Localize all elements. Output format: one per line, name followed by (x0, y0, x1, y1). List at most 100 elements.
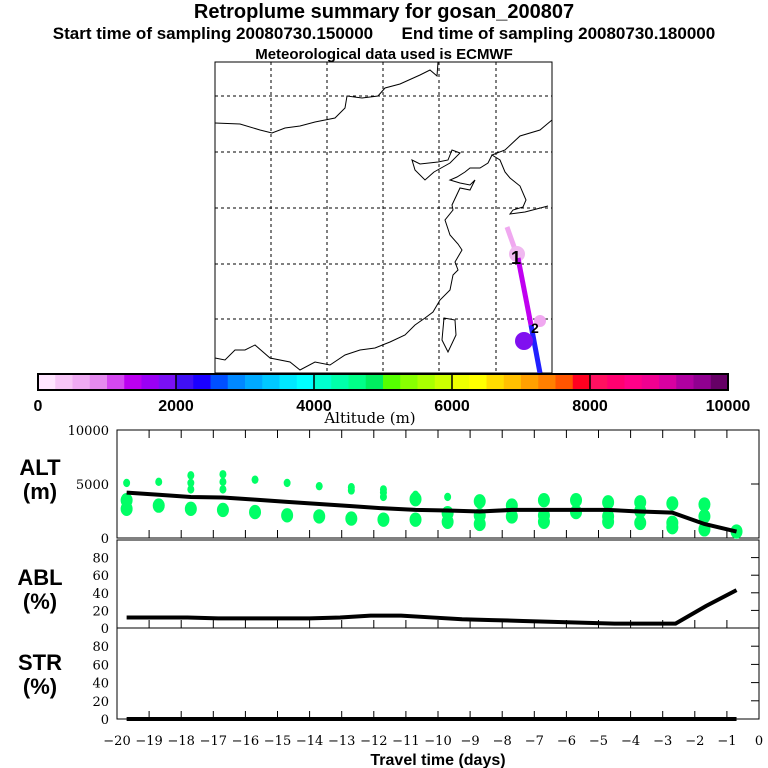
start-time-label: Start time of sampling 20080730.150000 (52, 24, 374, 43)
map-marker-label: 1 (511, 248, 521, 268)
alt-panel-frame (116, 429, 760, 539)
colorbar-swatch (176, 374, 194, 390)
x-tick-label: −17 (200, 734, 227, 749)
abl-unit: (%) (22, 589, 58, 614)
colorbar-swatch (348, 374, 367, 390)
x-tick-label: −3 (653, 734, 672, 749)
altitude-scatter-point (123, 478, 131, 488)
colorbar-swatch (279, 374, 298, 390)
str-panel-frame (116, 627, 760, 720)
str-label: STR (18, 650, 62, 675)
colorbar: 0 2000 4000 6000 8000 10000 (34, 373, 750, 415)
colorbar-swatch (383, 374, 401, 390)
str-y-tick-label: 60 (92, 658, 109, 673)
colorbar-tick-label: 8000 (572, 398, 608, 415)
colorbar-swatch (296, 374, 315, 390)
colorbar-swatch (676, 374, 694, 390)
str-panel-label: STR (%) (10, 651, 70, 699)
altitude-scatter-point (187, 478, 195, 488)
altitude-scatter-point (249, 504, 262, 520)
colorbar-swatch (486, 374, 505, 390)
colorbar-swatch (710, 374, 729, 390)
altitude-scatter-point (216, 502, 229, 518)
chart-title: Retroplume summary for gosan_200807 (193, 1, 575, 23)
altitude-scatter-point (347, 486, 355, 495)
altitude-scatter-point (283, 478, 291, 488)
altitude-scatter-point (602, 495, 615, 510)
altitude-scatter-point (187, 471, 195, 480)
colorbar-swatch (607, 374, 625, 390)
altitude-scatter-point (377, 512, 390, 527)
abl-panel-label: ABL (%) (10, 566, 70, 614)
x-tick-label: 0 (755, 734, 763, 749)
colorbar-swatch (590, 374, 608, 390)
map-marker-label: 2 (531, 320, 539, 336)
map: 1 2 (214, 61, 553, 374)
coastlines (214, 61, 553, 371)
altitude-scatter-point (473, 494, 486, 509)
x-tick-label: −19 (135, 734, 162, 749)
colorbar-swatch (38, 374, 56, 390)
altitude-scatter-point (570, 504, 583, 520)
colorbar-swatch (210, 374, 229, 390)
altitude-scatter-point (537, 514, 550, 529)
x-tick-label: −15 (264, 734, 291, 749)
x-tick-label: −11 (392, 734, 419, 749)
colorbar-swatch (538, 374, 556, 390)
colorbar-frame (37, 373, 729, 391)
alt-label: ALT (19, 455, 61, 480)
altitude-scatter-point (698, 497, 711, 512)
colorbar-swatch (262, 374, 280, 390)
abl-y-tick-label: 80 (92, 552, 109, 567)
colorbar-swatch (521, 374, 539, 390)
x-tick-label: −18 (167, 734, 194, 749)
colorbar-swatch (89, 374, 108, 390)
altitude-scatter-point (666, 520, 679, 535)
alt-y-tick-label: 0 (101, 532, 109, 547)
colorbar-swatch (503, 374, 522, 390)
alt-y-tick-label: 5000 (76, 478, 109, 493)
x-tick-label: −8 (493, 734, 512, 749)
trajectory-day-marker (515, 332, 533, 350)
alt-series-line (126, 490, 737, 534)
abl-label: ABL (17, 565, 63, 590)
alt-panel-label: ALT (m) (10, 456, 70, 504)
x-tick-label: −16 (232, 734, 259, 749)
x-tick-label: −6 (557, 734, 576, 749)
x-tick-label: −1 (717, 734, 736, 749)
abl-y-tick-label: 60 (92, 569, 109, 584)
altitude-scatter-point (441, 514, 454, 529)
sampling-times: Start time of sampling 20080730.150000 E… (0, 24, 768, 44)
colorbar-swatch (555, 374, 574, 390)
x-tick-label: −7 (525, 734, 544, 749)
colorbar-swatch (641, 374, 660, 390)
colorbar-swatch (452, 374, 470, 390)
colorbar-swatch (158, 374, 177, 390)
x-axis-label: Travel time (days) (370, 752, 505, 768)
str-y-tick-label: 0 (101, 713, 109, 728)
altitude-scatter-point (219, 470, 227, 479)
abl-y-tick-label: 40 (92, 587, 109, 602)
altitude-scatter-point (537, 493, 550, 508)
colorbar-swatch (365, 374, 384, 390)
x-tick-label: −4 (621, 734, 640, 749)
colorbar-swatch (314, 374, 332, 390)
altitude-scatter-point (219, 485, 227, 494)
x-tick-label: −9 (461, 734, 480, 749)
x-tick-label: −2 (685, 734, 704, 749)
altitude-scatter-point (602, 514, 615, 529)
altitude-scatter-point (345, 511, 358, 526)
altitude-scatter-point (184, 501, 197, 517)
x-tick-label: −14 (296, 734, 323, 749)
colorbar-swatch (55, 374, 73, 390)
colorbar-swatch (572, 374, 591, 390)
colorbar-swatch (227, 374, 246, 390)
altitude-scatter-point (187, 485, 195, 494)
altitude-scatter-point (473, 516, 486, 532)
altitude-scatter-point (379, 492, 387, 502)
end-time-label: End time of sampling 20080730.180000 (401, 24, 716, 43)
colorbar-tick-label: 2000 (158, 398, 194, 415)
altitude-scatter-point (251, 475, 259, 484)
